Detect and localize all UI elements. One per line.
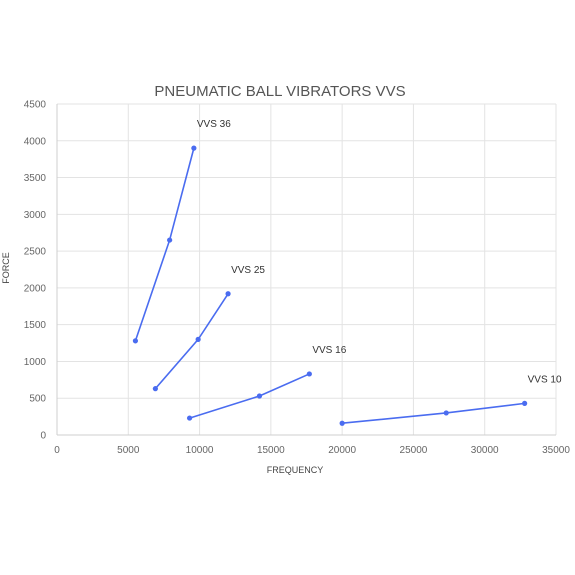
grid xyxy=(56,103,557,436)
x-axis-label: FREQUENCY xyxy=(267,465,324,475)
data-point xyxy=(191,145,197,151)
data-point xyxy=(339,420,345,426)
series-label: VVS 16 xyxy=(312,345,346,356)
series-line xyxy=(189,373,310,419)
series: VVS 16 xyxy=(186,345,347,421)
data-point xyxy=(522,400,528,406)
data-point xyxy=(225,291,231,297)
series: VVS 25 xyxy=(152,265,265,392)
series: VVS 10 xyxy=(339,374,562,426)
data-point xyxy=(152,386,158,392)
y-tick-label: 500 xyxy=(29,394,46,405)
x-axis: 0 5000 10000 15000 20000 25000 30000 35000 xyxy=(54,434,570,456)
series-layer: VVS 36 VVS 25 VVS 16 VVS 10 xyxy=(132,119,562,426)
data-point xyxy=(167,237,173,243)
data-point xyxy=(443,410,449,416)
y-tick-label: 3500 xyxy=(24,173,47,184)
data-point xyxy=(256,393,263,399)
series-label: VVS 10 xyxy=(528,374,562,385)
data-point xyxy=(195,336,201,342)
x-tick-label: 10000 xyxy=(186,445,214,456)
x-tick-label: 25000 xyxy=(400,445,428,456)
x-tick-label: 20000 xyxy=(328,445,356,456)
chart-title: PNEUMATIC BALL VIBRATORS VVS xyxy=(154,83,405,100)
y-tick-label: 3000 xyxy=(24,210,47,221)
x-tick-label: 5000 xyxy=(117,445,140,456)
y-tick-label: 1000 xyxy=(24,357,47,368)
y-axis-label: FORCE xyxy=(1,252,11,284)
data-point xyxy=(306,371,312,377)
series-line xyxy=(134,147,195,342)
y-tick-label: 2500 xyxy=(24,247,47,258)
series-label: VVS 25 xyxy=(231,265,265,276)
x-tick-label: 30000 xyxy=(471,445,499,456)
y-tick-label: 2000 xyxy=(24,283,47,294)
y-tick-label: 1500 xyxy=(24,320,47,331)
x-tick-label: 0 xyxy=(54,445,60,456)
y-axis: 0 500 1000 1500 2000 2500 3000 3500 4000 4500 xyxy=(24,100,58,442)
y-tick-label: 4000 xyxy=(24,136,47,147)
x-tick-label: 35000 xyxy=(542,445,570,456)
data-point xyxy=(186,415,193,421)
data-point xyxy=(132,338,139,344)
series: VVS 36 xyxy=(132,119,231,344)
series-line xyxy=(342,402,525,425)
x-tick-label: 15000 xyxy=(257,445,285,456)
y-tick-label: 4500 xyxy=(24,100,47,111)
series-line xyxy=(154,293,229,390)
y-tick-label: 0 xyxy=(40,431,46,442)
series-label: VVS 36 xyxy=(197,119,231,130)
